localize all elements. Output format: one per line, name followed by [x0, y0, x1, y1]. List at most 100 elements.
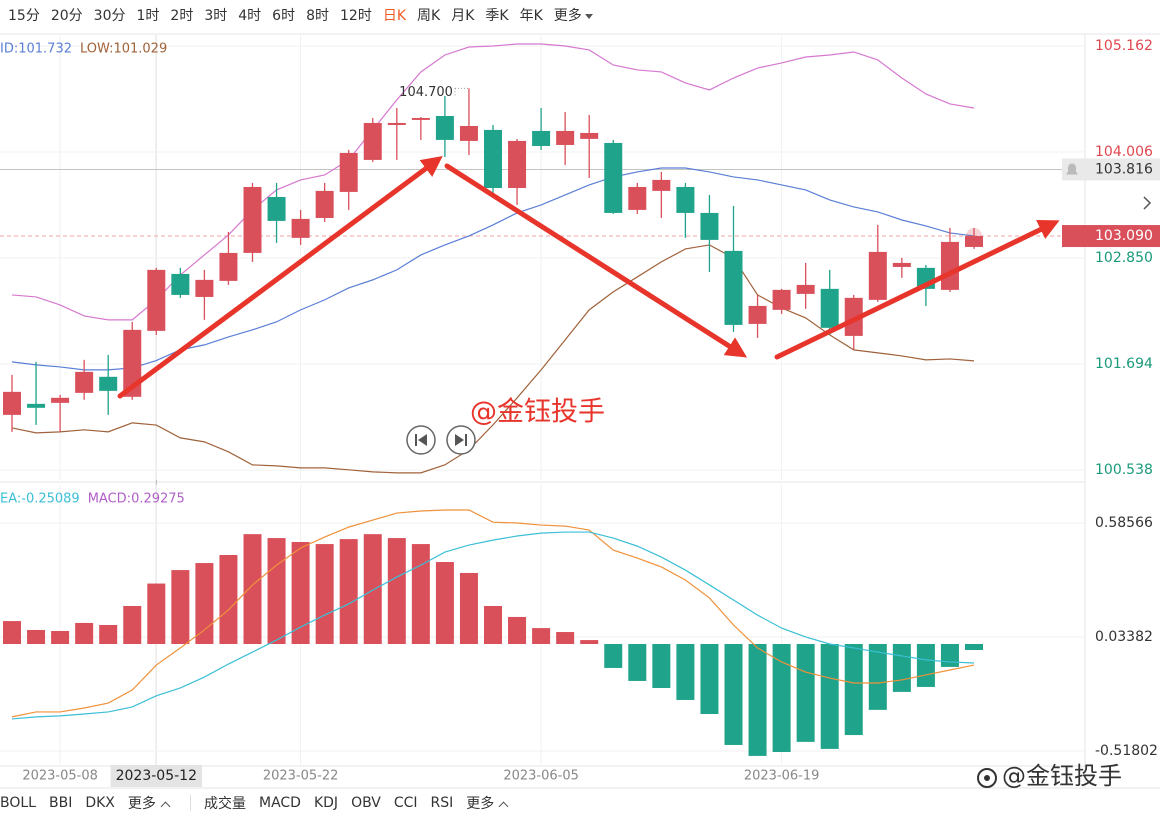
candle-body	[99, 376, 118, 391]
corner-logo	[977, 768, 997, 788]
macd-bar	[315, 544, 334, 644]
indicator-tab[interactable]: BOLL	[0, 795, 36, 811]
macd-bar	[75, 622, 94, 644]
band-line	[11, 244, 975, 474]
expand-arrow[interactable]	[1143, 196, 1152, 210]
candle-body	[171, 273, 190, 295]
macd-bar	[844, 643, 863, 736]
indicator-tab[interactable]: DKX	[85, 795, 115, 811]
candle-body	[844, 297, 863, 336]
more-indicators[interactable]: 更多	[466, 793, 509, 813]
macd-bar	[123, 606, 142, 644]
more-indicators[interactable]: 更多	[127, 793, 171, 813]
candle-body	[291, 218, 310, 238]
candle-body	[315, 190, 334, 218]
more-label[interactable]: 更多	[127, 796, 156, 812]
macd-bar	[556, 632, 575, 644]
macd-bar	[411, 544, 430, 644]
candle-body	[195, 279, 214, 297]
candle-body	[123, 329, 142, 397]
candle-body	[965, 236, 983, 247]
x-tick-label: 2023-05-22	[263, 769, 339, 784]
indicator-tab[interactable]: MACD	[259, 795, 301, 811]
more-label[interactable]: 更多	[466, 796, 495, 812]
period-button[interactable]: 3时	[204, 8, 228, 24]
x-tick-label: 2023-05-12	[116, 768, 197, 784]
candle-body	[796, 284, 815, 294]
macd-bar	[580, 640, 599, 644]
price-label-box	[1062, 225, 1160, 248]
period-button[interactable]: 12时	[340, 8, 372, 24]
price-label-box	[1062, 158, 1160, 181]
macd-bar	[652, 643, 671, 688]
macd-bar	[387, 538, 406, 644]
playback-next[interactable]	[446, 425, 476, 455]
candle-body	[27, 403, 46, 408]
period-button[interactable]: 20分	[50, 8, 83, 24]
candle-body	[267, 196, 286, 221]
max-label: 104.700	[399, 85, 453, 100]
macd-bar	[700, 643, 719, 714]
indicator-tab[interactable]: OBV	[351, 795, 381, 811]
period-toolbar: 15分 20分 30分 1时 2时 3时 4时 6时 8时 12时 日K 周K 月K 季K 年K 更多	[8, 4, 593, 26]
period-button[interactable]: 年K	[519, 8, 543, 24]
macd-bar	[27, 629, 46, 644]
period-button[interactable]: 季K	[485, 8, 509, 24]
grid-layer	[0, 35, 1085, 766]
crosshair-label-bg	[110, 765, 202, 787]
watermark: @金钰投手	[470, 397, 605, 428]
alert-bell[interactable]	[1066, 163, 1078, 175]
trend-arrows	[117, 155, 1060, 399]
y-tick-label: 100.538	[1095, 462, 1153, 478]
arrow	[117, 155, 443, 399]
macd-bar	[532, 628, 551, 644]
x-tick-label: 2023-05-08	[22, 769, 98, 784]
last-price-glow	[966, 228, 982, 245]
period-button[interactable]: 2时	[170, 8, 194, 24]
period-button[interactable]: 1时	[136, 8, 160, 24]
candle-body	[940, 241, 959, 290]
period-button[interactable]: 30分	[93, 8, 126, 24]
main-indicator-tabs: BOLL BBI DKX 更多	[0, 792, 171, 814]
y-tick-label: -0.51802	[1095, 743, 1158, 759]
more-periods[interactable]: 更多	[554, 5, 593, 25]
macd-bar	[459, 572, 478, 644]
candle-body	[243, 186, 262, 253]
macd-bar	[724, 643, 743, 745]
candle-body	[339, 152, 358, 192]
indicator-tab[interactable]: KDJ	[313, 795, 339, 811]
candle-body	[459, 125, 478, 141]
indicator-tab[interactable]: BBI	[48, 795, 73, 811]
period-button[interactable]: 周K	[417, 8, 441, 24]
candle-body	[604, 142, 623, 213]
period-button[interactable]: 4时	[238, 8, 262, 24]
indicator-tab[interactable]: RSI	[430, 795, 454, 811]
more-label[interactable]: 更多	[553, 8, 582, 24]
legend-entry: ID:101.732	[0, 42, 72, 57]
period-button[interactable]: 月K	[451, 8, 475, 24]
legend-entry: LOW:101.029	[80, 42, 167, 57]
period-button[interactable]: 日K	[382, 8, 407, 24]
period-button[interactable]: 15分	[8, 8, 40, 24]
indicator-tab[interactable]: 成交量	[204, 796, 246, 812]
playback-prev[interactable]	[406, 425, 436, 455]
indicator-tab[interactable]: CCI	[393, 795, 418, 811]
marks-layer	[3, 43, 983, 756]
macd-bar	[363, 534, 382, 644]
candle-body	[219, 252, 238, 281]
y-tick-label: 105.162	[1095, 38, 1153, 54]
macd-bar	[484, 606, 502, 644]
x-tick-label: 2023-06-19	[744, 769, 820, 784]
arrow	[774, 220, 1060, 360]
sub-indicator-tabs: 成交量 MACD KDJ OBV CCI RSI 更多	[204, 792, 509, 814]
candle-body	[724, 250, 743, 325]
candle-body	[676, 186, 695, 213]
macd-line	[11, 531, 975, 720]
macd-bar	[628, 643, 647, 681]
candle-body	[435, 115, 454, 140]
period-button[interactable]: 8时	[306, 8, 330, 24]
period-button[interactable]: 6时	[272, 8, 296, 24]
candle-body	[892, 262, 911, 267]
